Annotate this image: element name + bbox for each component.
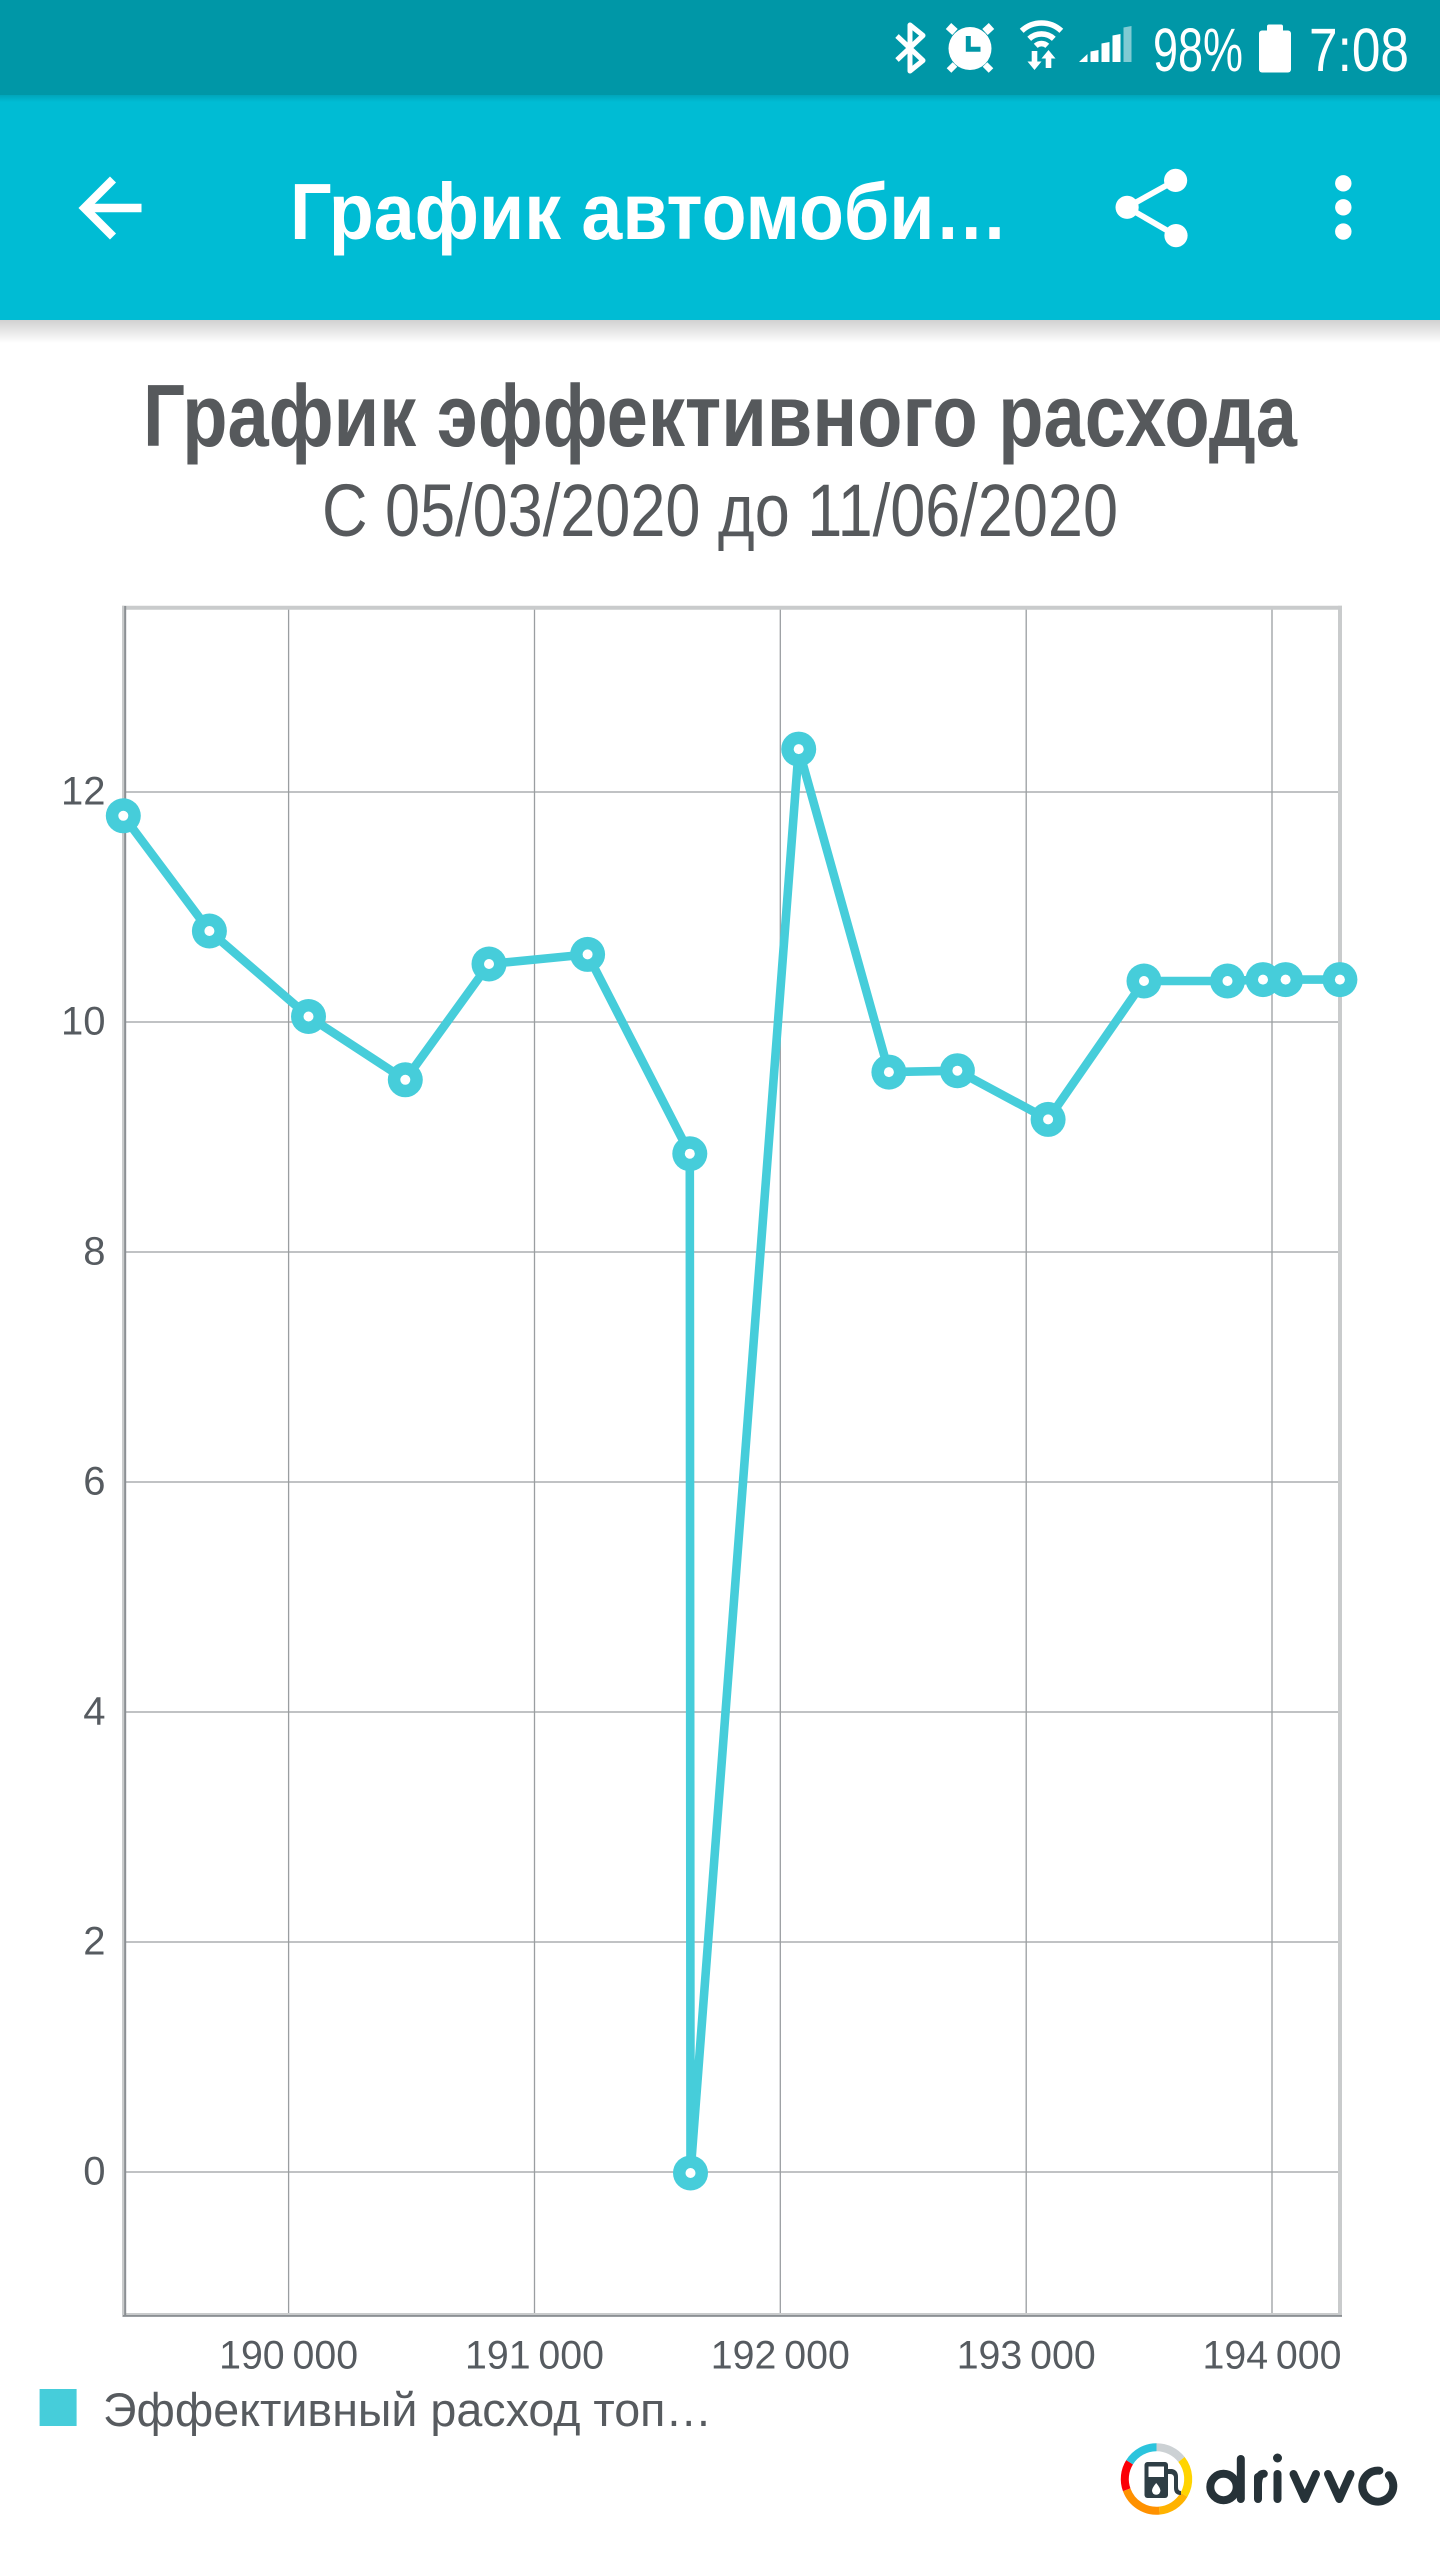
svg-text:График эффективного расхода: График эффективного расхода (143, 366, 1298, 465)
svg-text:С 05/03/2020 до 11/06/2020: С 05/03/2020 до 11/06/2020 (322, 469, 1118, 552)
svg-text:12: 12 (61, 770, 106, 814)
svg-text:8: 8 (83, 1230, 105, 1274)
svg-text:98%: 98% (1153, 16, 1243, 84)
svg-text:7:08: 7:08 (1309, 16, 1409, 84)
svg-text:191 000: 191 000 (465, 2334, 604, 2378)
svg-text:10: 10 (61, 1000, 106, 1044)
svg-text:Эффективный расход топ…: Эффективный расход топ… (103, 2383, 712, 2436)
svg-text:190 000: 190 000 (219, 2334, 358, 2378)
svg-text:0: 0 (83, 2150, 105, 2194)
svg-text:2: 2 (83, 1920, 105, 1964)
svg-text:192 000: 192 000 (711, 2334, 850, 2378)
svg-text:6: 6 (83, 1460, 105, 1504)
svg-text:193 000: 193 000 (957, 2334, 1096, 2378)
svg-text:4: 4 (83, 1690, 105, 1734)
svg-text:График автомоби…: График автомоби… (290, 167, 1008, 256)
svg-text:194 000: 194 000 (1203, 2334, 1342, 2378)
